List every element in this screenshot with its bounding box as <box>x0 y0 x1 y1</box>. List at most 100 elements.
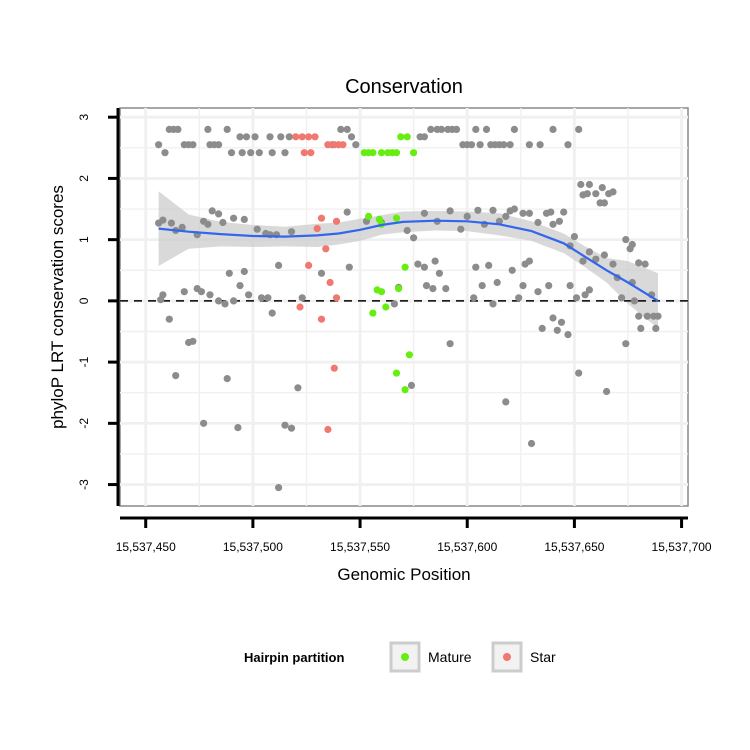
data-point-other <box>519 209 527 217</box>
data-point-other <box>208 207 216 215</box>
data-point-other <box>285 133 293 141</box>
data-point-other <box>446 340 454 348</box>
data-point-other <box>180 288 188 296</box>
data-point-star <box>311 133 319 141</box>
data-point-other <box>161 149 169 157</box>
data-point-other <box>343 125 351 133</box>
data-point-other <box>474 206 482 214</box>
y-tick-label: 1 <box>77 236 91 243</box>
data-point-mature <box>369 309 377 317</box>
data-point-other <box>275 261 283 269</box>
data-point-other <box>478 282 486 290</box>
legend-label-mature: Mature <box>428 649 472 665</box>
data-point-other <box>470 294 478 302</box>
data-point-other <box>159 216 167 224</box>
x-tick-label: 15,537,500 <box>223 540 283 554</box>
y-axis-title: phyloP LRT conservation scores <box>48 185 67 429</box>
data-point-other <box>234 424 242 432</box>
data-point-other <box>637 324 645 332</box>
data-point-other <box>247 149 255 157</box>
data-point-other <box>489 300 497 308</box>
data-point-other <box>549 125 557 133</box>
data-point-other <box>489 206 497 214</box>
data-point-other <box>457 225 465 233</box>
data-point-other <box>534 218 542 227</box>
data-point-other <box>485 261 493 269</box>
data-point-other <box>240 267 248 276</box>
data-point-mature <box>392 369 401 377</box>
data-point-star <box>326 278 334 287</box>
data-point-other <box>215 210 223 218</box>
data-point-other <box>547 208 555 216</box>
plot-border <box>119 107 689 507</box>
x-tick-label: 15,537,450 <box>116 540 176 554</box>
data-point-other <box>585 180 594 189</box>
data-point-other <box>435 269 443 277</box>
data-point-other <box>230 297 238 305</box>
data-point-other <box>549 220 557 228</box>
data-point-other <box>287 424 296 432</box>
data-point-other <box>215 297 223 305</box>
data-point-other <box>431 257 439 265</box>
data-point-other <box>482 125 491 133</box>
data-point-other <box>560 208 568 216</box>
data-point-other <box>579 257 587 265</box>
data-point-other <box>189 141 197 149</box>
data-point-other <box>240 215 248 223</box>
data-point-star <box>296 303 304 311</box>
data-point-other <box>564 331 572 339</box>
data-point-mature <box>369 149 377 157</box>
data-point-other <box>281 421 289 429</box>
legend: Hairpin partition Mature Star <box>244 641 556 673</box>
data-point-other <box>609 260 617 268</box>
data-point-other <box>515 294 523 302</box>
data-point-other <box>429 285 437 293</box>
data-point-mature <box>365 212 373 220</box>
data-point-star <box>317 315 326 323</box>
data-point-other <box>583 190 591 198</box>
confidence-band <box>158 191 658 329</box>
confidence-band-layer <box>158 191 658 329</box>
data-point-other <box>635 312 643 320</box>
data-point-other <box>206 291 214 299</box>
legend-label-star: Star <box>530 649 556 665</box>
data-point-other <box>264 294 272 302</box>
smooth-layer <box>158 219 659 302</box>
data-point-mature <box>403 133 411 141</box>
data-point-other <box>628 240 636 249</box>
x-tick-label: 15,537,650 <box>544 540 604 554</box>
data-point-other <box>223 375 231 383</box>
data-point-other <box>557 318 566 326</box>
data-point-other <box>242 133 251 141</box>
data-point-other <box>600 251 609 259</box>
data-point-other <box>635 259 643 267</box>
data-point-other <box>534 288 542 296</box>
y-axis: -3 -2 -1 0 1 2 3 <box>77 108 120 506</box>
data-point-other <box>174 125 182 133</box>
data-point-star <box>339 141 347 149</box>
data-point-star <box>307 149 315 157</box>
data-point-other <box>500 141 508 149</box>
data-point-other <box>572 294 581 302</box>
data-point-other <box>510 205 518 213</box>
data-point-star <box>300 149 308 157</box>
data-point-other <box>467 141 476 149</box>
data-point-other <box>598 184 606 192</box>
data-point-other <box>251 133 259 141</box>
data-point-other <box>452 125 461 133</box>
data-point-other <box>407 381 416 389</box>
data-point-other <box>347 133 356 141</box>
data-point-other <box>525 257 534 265</box>
smooth-line <box>158 219 659 302</box>
data-point-other <box>570 233 579 241</box>
data-point-star <box>305 133 313 141</box>
y-tick-label: -1 <box>77 356 91 367</box>
data-point-other <box>165 315 173 323</box>
x-tick-label: 15,537,700 <box>652 540 712 554</box>
data-point-other <box>257 294 266 302</box>
data-point-other <box>420 263 428 271</box>
data-point-other <box>317 269 326 277</box>
data-point-other <box>643 312 651 320</box>
data-point-other <box>200 419 208 427</box>
